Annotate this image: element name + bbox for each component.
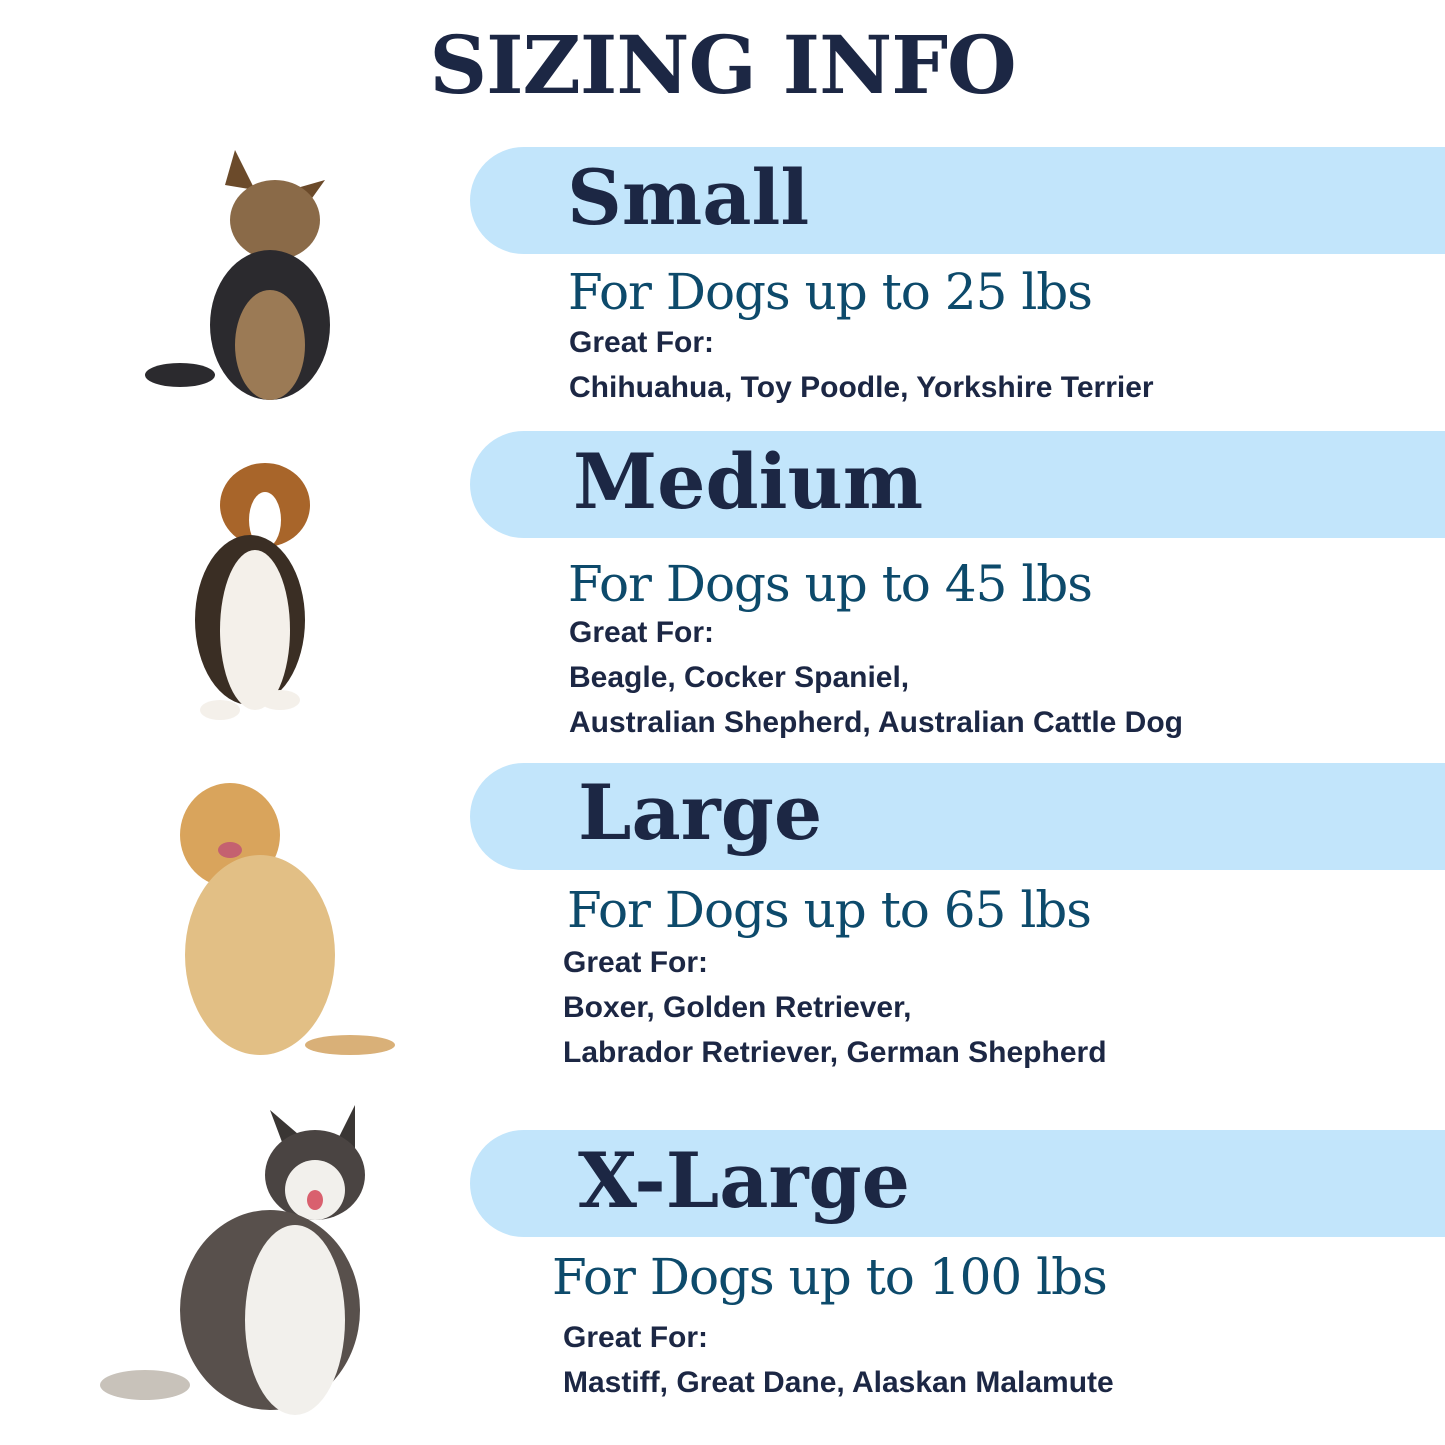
weight-limit: For Dogs up to 25 lbs xyxy=(568,263,1093,321)
great-for-block: Great For: Mastiff, Great Dane, Alaskan … xyxy=(563,1315,1114,1405)
size-banner-x-large xyxy=(470,1130,1445,1237)
great-for-label: Great For: xyxy=(569,326,715,359)
great-for-block: Great For: Chihuahua, Toy Poodle, Yorksh… xyxy=(569,320,1154,410)
yorkshire-terrier-photo xyxy=(145,150,330,400)
size-name: X-Large xyxy=(578,1136,911,1225)
size-name: Large xyxy=(578,768,823,857)
weight-limit: For Dogs up to 100 lbs xyxy=(552,1248,1108,1306)
breed-list: Chihuahua, Toy Poodle, Yorkshire Terrier xyxy=(569,371,1154,404)
size-banner-large xyxy=(470,763,1445,870)
great-for-block: Great For: Boxer, Golden Retriever, Labr… xyxy=(563,940,1107,1075)
great-for-label: Great For: xyxy=(563,946,709,979)
alaskan-malamute-photo xyxy=(100,1105,365,1415)
great-for-label: Great For: xyxy=(569,616,715,649)
breed-list: Labrador Retriever, German Shepherd xyxy=(563,1036,1107,1069)
size-banner-small xyxy=(470,147,1445,254)
size-banner-medium xyxy=(470,431,1445,538)
breed-list: Beagle, Cocker Spaniel, xyxy=(569,661,910,694)
breed-list: Boxer, Golden Retriever, xyxy=(563,991,912,1024)
breed-list: Mastiff, Great Dane, Alaskan Malamute xyxy=(563,1366,1114,1399)
page-title: SIZING INFO xyxy=(429,18,1016,112)
beagle-photo xyxy=(195,463,310,720)
weight-limit: For Dogs up to 45 lbs xyxy=(568,555,1093,613)
great-for-label: Great For: xyxy=(563,1321,709,1354)
size-name: Small xyxy=(567,153,810,242)
size-name: Medium xyxy=(573,437,924,526)
great-for-block: Great For: Beagle, Cocker Spaniel, Austr… xyxy=(569,610,1183,745)
weight-limit: For Dogs up to 65 lbs xyxy=(567,881,1092,939)
breed-list: Australian Shepherd, Australian Cattle D… xyxy=(569,706,1183,739)
golden-retriever-photo xyxy=(180,783,395,1055)
